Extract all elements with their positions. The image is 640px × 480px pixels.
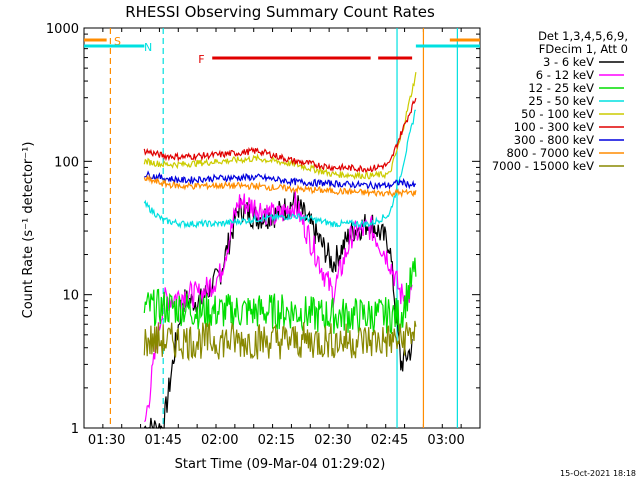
- flag-label-n: N: [144, 41, 152, 54]
- instrument-state-lines: [109, 28, 458, 428]
- y-tick-label: 100: [54, 155, 79, 170]
- series-line: [143, 109, 416, 230]
- y-tick-label: 1000: [46, 22, 79, 37]
- legend-entry-label: 7000 - 15000 keV: [492, 159, 594, 173]
- x-tick-label: 02:30: [314, 433, 351, 448]
- x-tick-label: 01:45: [144, 433, 181, 448]
- y-tick-label: 1: [71, 422, 79, 437]
- x-tick-label: 02:00: [201, 433, 238, 448]
- series-line: [143, 174, 417, 199]
- legend-entry-label: 12 - 25 keV: [528, 81, 594, 95]
- legend-entry-label: 300 - 800 keV: [514, 133, 594, 147]
- chart-title: RHESSI Observing Summary Count Rates: [125, 3, 435, 21]
- y-axis: 1 10 100 1000: [46, 22, 480, 437]
- series-line: [143, 320, 417, 362]
- footer-date: 15-Oct-2021 18:18: [560, 469, 636, 478]
- legend-entry-label: 3 - 6 keV: [543, 55, 594, 69]
- series-line: [144, 170, 417, 191]
- legend-header: Det 1,3,4,5,6,9,: [538, 29, 628, 43]
- legend-entry-label: 6 - 12 keV: [536, 68, 594, 82]
- y-tick-label: 10: [62, 289, 79, 304]
- series-line: [143, 72, 417, 181]
- plot-border: [83, 27, 481, 429]
- x-tick-label: 02:45: [371, 433, 408, 448]
- series-line: [143, 257, 417, 335]
- legend-entry-label: 100 - 300 keV: [514, 120, 594, 134]
- flag-label-s: S: [114, 35, 121, 48]
- x-axis: 01:30 01:45 02:00 02:15 02:30 02:45 03:00: [83, 28, 481, 448]
- legend-entry-label: 25 - 50 keV: [528, 94, 594, 108]
- x-tick-label: 01:30: [88, 433, 125, 448]
- y-axis-label: Count Rate (s⁻¹ detector⁻¹): [21, 142, 36, 319]
- series-layer: [143, 72, 417, 430]
- legend-entry-label: 800 - 7000 keV: [506, 146, 594, 160]
- x-axis-label: Start Time (09-Mar-04 01:29:02): [175, 457, 386, 472]
- series-line: [143, 97, 417, 173]
- legend: Det 1,3,4,5,6,9,FDecim 1, Att 03 - 6 keV…: [492, 29, 628, 173]
- observing-flags: S N F: [84, 35, 480, 66]
- legend-header: FDecim 1, Att 0: [539, 42, 628, 56]
- x-tick-label: 02:15: [258, 433, 295, 448]
- legend-entry-label: 50 - 100 keV: [521, 107, 594, 121]
- plot-frame: [83, 27, 481, 429]
- flag-label-f: F: [198, 53, 204, 66]
- x-tick-label: 03:00: [427, 433, 464, 448]
